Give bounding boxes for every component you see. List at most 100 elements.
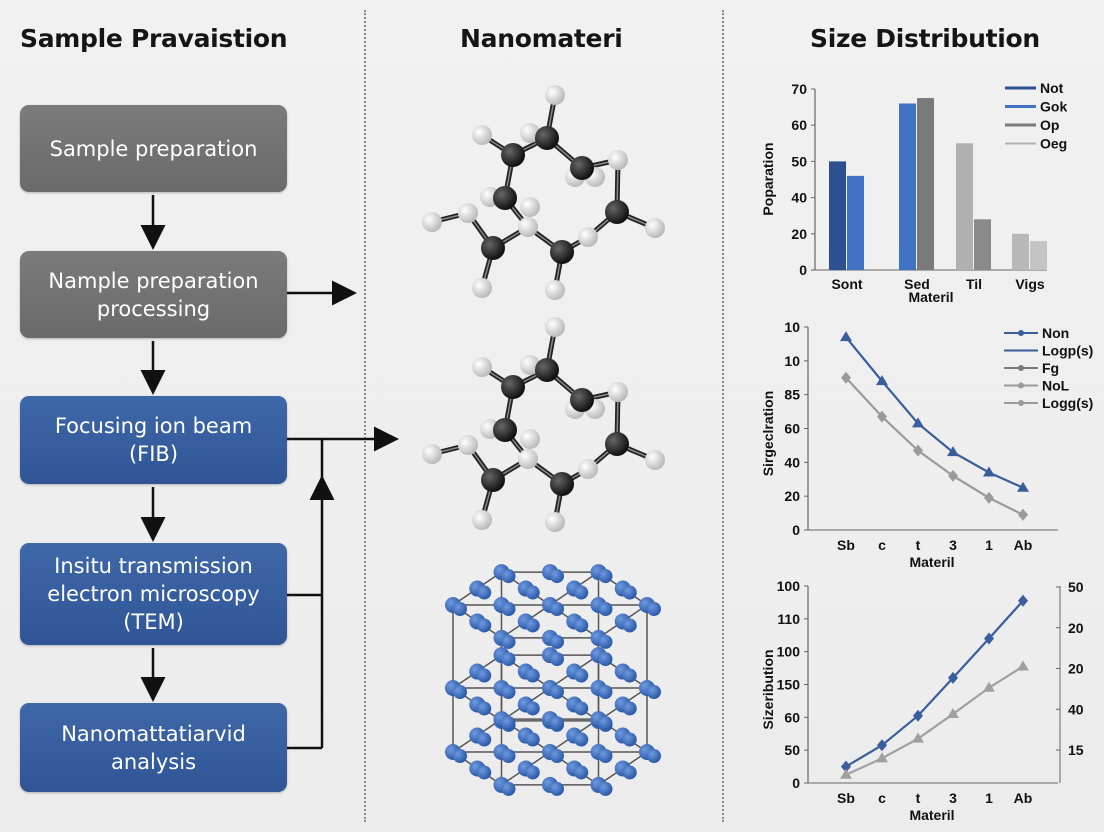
lattice-atom <box>501 716 516 731</box>
hydrogen-atom <box>520 197 540 217</box>
data-point <box>983 466 995 477</box>
lattice-atom <box>550 716 564 731</box>
data-point <box>983 681 995 692</box>
carbon-atom <box>605 200 629 224</box>
lattice-atom <box>477 668 492 683</box>
bar <box>974 219 991 270</box>
carbon-atom <box>535 126 559 150</box>
hydrogen-atom <box>545 280 565 300</box>
bar <box>899 103 916 270</box>
y-tick-label: 110 <box>777 611 800 627</box>
data-point <box>1018 508 1028 521</box>
molecule-model <box>422 317 665 532</box>
lattice-atom <box>598 685 613 699</box>
lattice-atom <box>501 634 516 649</box>
lattice-atom <box>598 602 613 616</box>
y-tick-label: 40 <box>791 190 807 206</box>
x-tick-label: 1 <box>985 537 993 553</box>
hydrogen-atom <box>545 85 565 105</box>
x-axis-label: Materil <box>909 554 954 570</box>
hydrogen-atom <box>518 217 538 237</box>
hydrogen-atom <box>608 382 628 402</box>
flow-step-label: Insitu transmission electron microscopy … <box>47 554 260 634</box>
y-tick-label: 10 <box>784 353 800 369</box>
legend-label: Not <box>1040 80 1064 96</box>
y-tick-label: 10 <box>784 319 800 335</box>
series-line <box>845 665 1024 776</box>
carbon-atom <box>481 468 505 492</box>
x-tick-label: Ab <box>1014 537 1033 553</box>
lattice-atom <box>501 652 516 667</box>
lattice-atom <box>622 585 637 600</box>
y-tick-label: 70 <box>791 81 807 97</box>
lattice-atom <box>477 701 492 716</box>
y-tick-label: 20 <box>791 226 807 242</box>
flow-step-tem: Insitu transmission electron microscopy … <box>20 543 287 645</box>
x-tick-label: 3 <box>949 537 957 553</box>
hydrogen-atom <box>518 449 538 469</box>
lattice-atom <box>550 652 564 667</box>
x-tick-label: t <box>916 790 921 806</box>
lattice-atom <box>622 618 637 633</box>
hydrogen-atom <box>422 212 442 232</box>
crystal-lattice-model <box>445 564 661 796</box>
bar <box>847 175 864 270</box>
flow-step-label: Sample preparation <box>49 136 258 161</box>
carbon-atom <box>570 388 594 412</box>
bar <box>956 143 973 270</box>
hydrogen-atom <box>458 203 478 223</box>
lattice-atom <box>550 602 564 616</box>
y-axis-label: Sizeribution <box>760 649 776 729</box>
lattice-atom <box>647 685 661 699</box>
line-chart-decreasing: 0 20 40 60 85 10 10 Sb c t 3 1 Ab Materil Sirgeclratio… <box>760 319 1093 570</box>
data-point <box>877 410 887 423</box>
carbon-atom <box>501 143 525 167</box>
x-tick-label: Sed <box>904 276 930 292</box>
legend-label: NoL <box>1042 378 1070 394</box>
data-point <box>876 752 888 763</box>
y2-tick-label: 20 <box>1068 620 1084 636</box>
lattice-atom <box>598 569 613 584</box>
lattice-atom <box>622 732 637 747</box>
lattice-atom <box>574 732 589 747</box>
data-point <box>840 331 852 342</box>
x-axis-label: Materil <box>908 289 953 305</box>
hydrogen-atom <box>608 150 628 170</box>
hydrogen-atom <box>645 450 665 470</box>
x-axis-label: Materil <box>909 807 954 823</box>
data-point <box>876 375 888 386</box>
flow-step-label: Focusing ion beam (FIB) <box>54 414 253 466</box>
molecule-model <box>422 85 665 300</box>
lattice-atom <box>622 668 637 683</box>
carbon-atom <box>550 240 574 264</box>
right-column-title: Size Distribution <box>810 24 1040 53</box>
hydrogen-atom <box>472 278 492 298</box>
legend-label: Logg(s) <box>1042 395 1093 411</box>
lattice-atom <box>574 701 589 716</box>
lattice-atom <box>598 716 613 731</box>
lattice-atom <box>501 685 516 699</box>
legend-marker <box>1018 382 1024 389</box>
lattice-atom <box>574 668 589 683</box>
hydrogen-atom <box>472 357 492 377</box>
lattice-atom <box>525 668 540 683</box>
y-tick-label: 20 <box>784 488 800 504</box>
hydrogen-atom <box>545 512 565 532</box>
x-tick-label: Til <box>966 276 982 292</box>
y-axis-label: Poparation <box>760 142 776 215</box>
lattice-atom <box>622 701 637 716</box>
series-line <box>845 377 1024 516</box>
lattice-atom <box>598 634 613 649</box>
y-tick-label: 50 <box>791 153 807 169</box>
flow-step-label: Nample preparation processing <box>48 268 259 321</box>
data-point <box>913 709 923 722</box>
series-line <box>845 600 1024 768</box>
legend-label: Fg <box>1042 360 1059 376</box>
y2-tick-label: 40 <box>1068 701 1084 717</box>
flow-step-preparation-processing: Nample preparation processing <box>20 251 287 338</box>
lattice-atom <box>550 634 564 649</box>
carbon-atom <box>570 156 594 180</box>
lattice-atom <box>525 732 540 747</box>
y-tick-label: 85 <box>784 387 800 403</box>
data-point <box>841 760 851 773</box>
